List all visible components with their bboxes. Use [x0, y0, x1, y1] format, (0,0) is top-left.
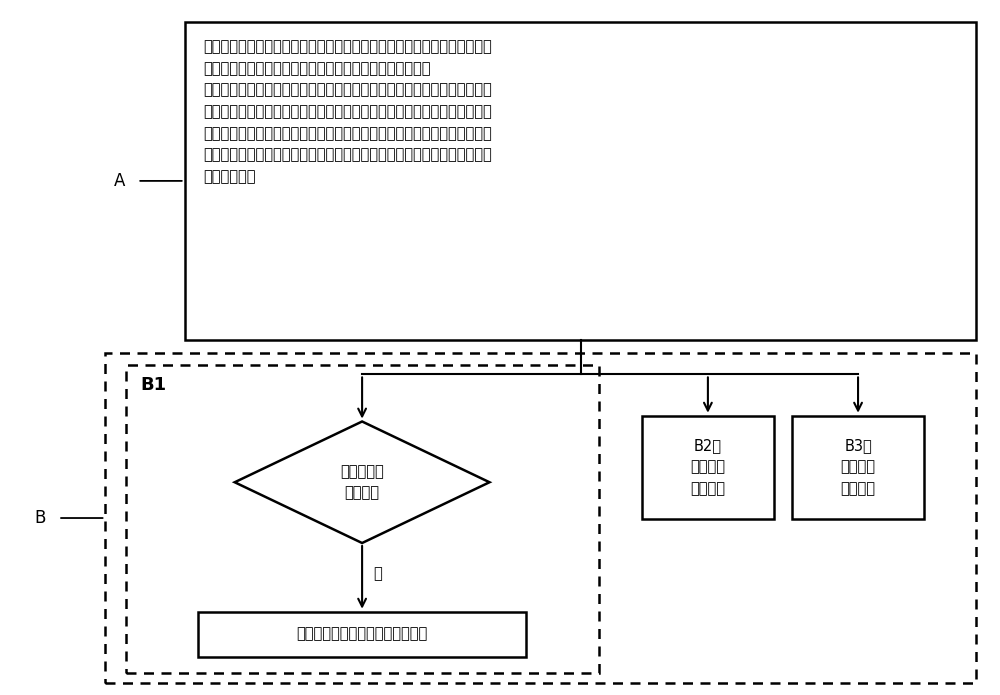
Text: A: A [113, 172, 125, 190]
Text: 获取所述车辆的测算对象的联合运算值，根据所述获取的联合运算值和所述
测算对象的参考值判断所述车辆的动力传递状况是否异常；
所述测算对象是所述车辆的车辆质量、源动: 获取所述车辆的测算对象的联合运算值，根据所述获取的联合运算值和所述 测算对象的参… [203, 40, 492, 184]
Polygon shape [235, 421, 490, 543]
Text: 启动设定的动力传递异常处理机制: 启动设定的动力传递异常处理机制 [296, 627, 428, 641]
Text: 所述判断结
果包括是: 所述判断结 果包括是 [340, 464, 384, 500]
Text: B: B [34, 509, 46, 527]
Text: 是: 是 [373, 566, 382, 581]
FancyBboxPatch shape [792, 416, 924, 518]
FancyBboxPatch shape [198, 612, 526, 657]
FancyBboxPatch shape [105, 353, 976, 683]
FancyBboxPatch shape [126, 365, 599, 673]
Text: B3、
保存所述
判断结果: B3、 保存所述 判断结果 [841, 438, 876, 496]
Text: B2、
输出所述
判断结果: B2、 输出所述 判断结果 [690, 438, 725, 496]
FancyBboxPatch shape [642, 416, 774, 518]
FancyBboxPatch shape [185, 22, 976, 340]
Text: B1: B1 [140, 377, 166, 394]
